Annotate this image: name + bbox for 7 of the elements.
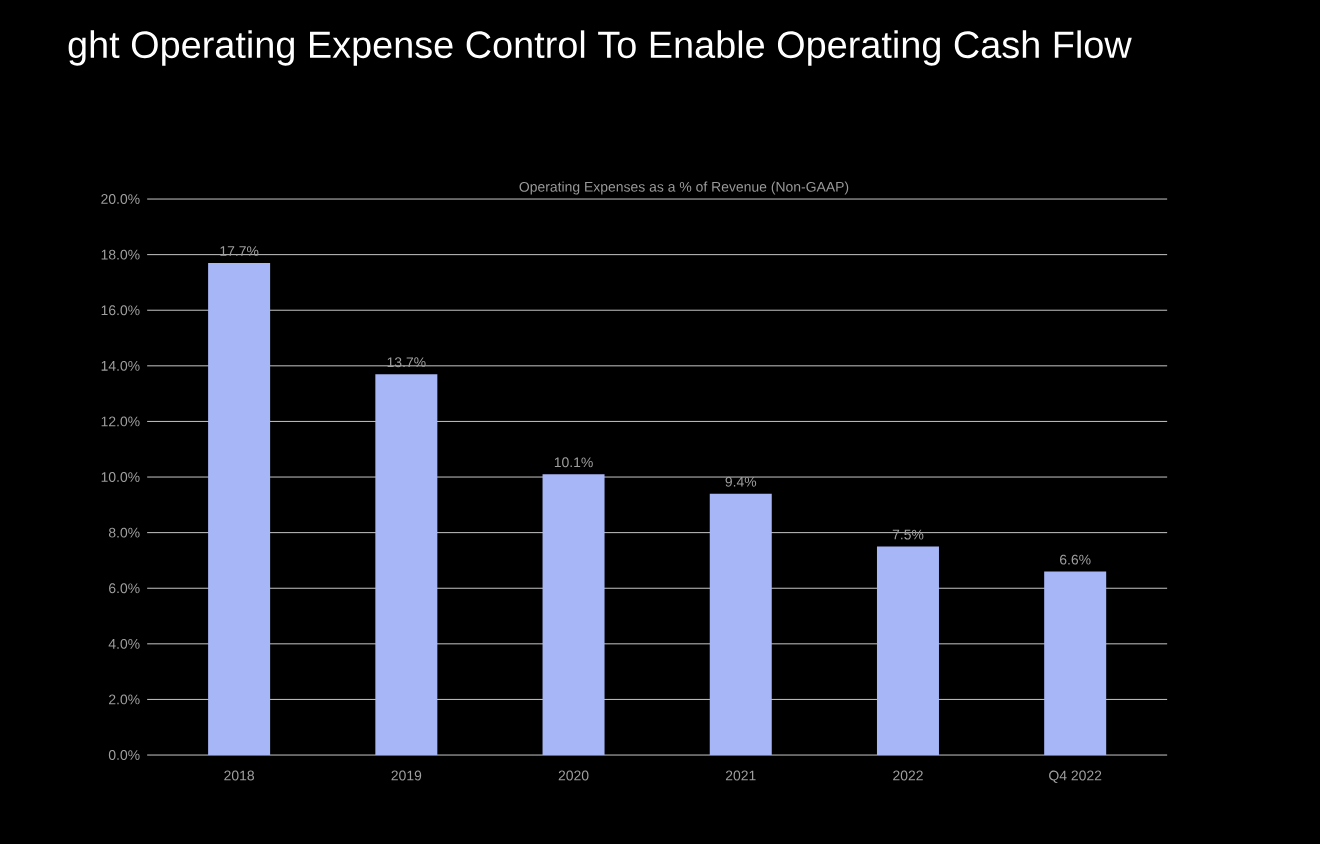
bar — [208, 262, 271, 756]
bar — [709, 493, 772, 756]
chart-title: ght Operating Expense Control To Enable Operating Cash Flow — [68, 30, 1132, 66]
bar — [876, 546, 939, 756]
bar — [542, 474, 605, 756]
bar — [1044, 571, 1107, 756]
bar — [375, 374, 438, 756]
